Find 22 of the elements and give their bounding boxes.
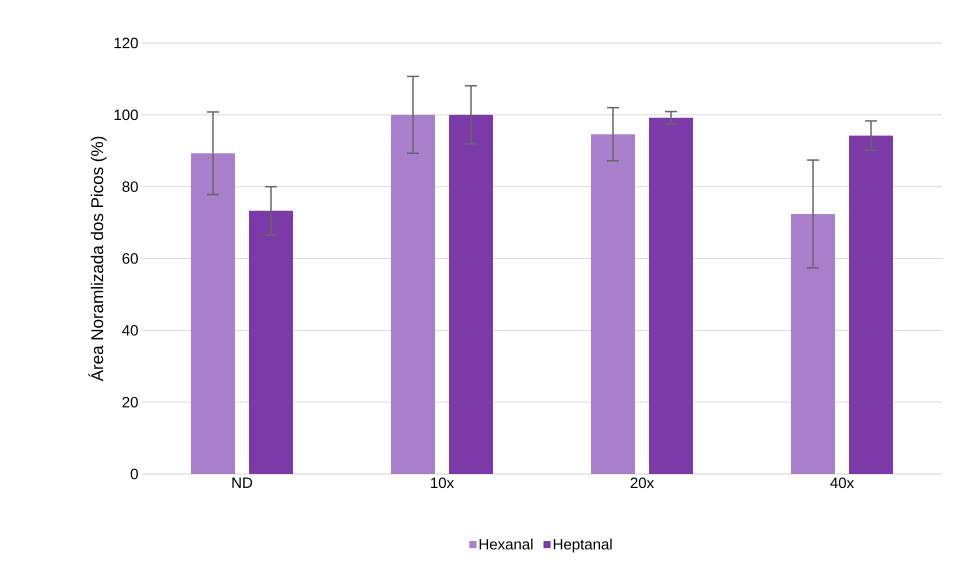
y-tick-label: 100 [114,110,138,120]
x-tick-label: ND [232,478,252,488]
bar [849,136,894,474]
y-axis-title: Área Noramlizada dos Picos (%) [88,136,107,382]
legend-label: Heptanal [554,538,612,553]
y-tick-label: 40 [122,325,138,336]
y-tick-label: 80 [122,181,138,192]
legend-label: Hexanal [480,538,532,550]
bar [191,153,236,474]
x-tick-label: 10x [431,478,454,488]
bar [791,214,836,474]
y-tick-label: 20 [122,396,138,408]
bar [391,114,436,474]
bar [249,210,293,474]
y-tick-label: 120 [114,38,138,48]
x-tick-label: 40x [830,478,854,488]
bar [449,114,494,474]
bar [591,134,636,474]
y-tick-label: 60 [122,253,138,264]
y-tick-label: 0 [130,468,138,480]
x-tick-label: 20x [630,478,654,488]
bar [649,118,694,474]
